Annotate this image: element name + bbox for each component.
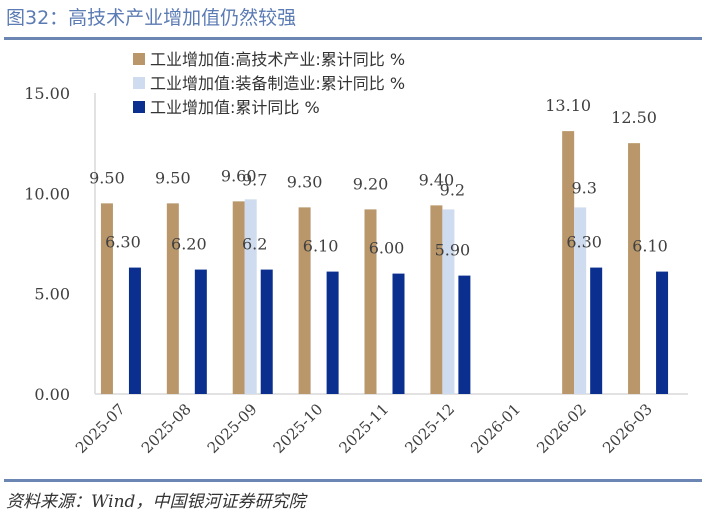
x-tick-label: 2025-07 xyxy=(72,400,129,457)
data-label: 6.20 xyxy=(171,235,207,254)
x-tick-label: 2025-12 xyxy=(401,400,458,457)
bar-industrial xyxy=(128,267,141,394)
bar-chart: 9.50 6.30 9.50 6.20 9.609.7 6.2 9.30 6.10 9.20 6.… xyxy=(24,50,688,457)
data-label: 9.7 xyxy=(242,170,267,189)
x-tick-label: 2026-03 xyxy=(599,400,656,457)
data-label: 6.30 xyxy=(566,233,602,252)
data-label: 9.50 xyxy=(155,168,191,187)
data-label: 6.2 xyxy=(242,235,267,254)
bar-industrial xyxy=(260,269,273,394)
title-divider xyxy=(4,37,702,40)
x-tick-label: 2025-09 xyxy=(204,400,261,457)
data-label: 5.90 xyxy=(435,241,471,260)
y-tick-label: 10.00 xyxy=(24,184,70,203)
source-divider xyxy=(4,479,702,482)
legend-swatch xyxy=(133,77,145,89)
x-tick-label: 2025-11 xyxy=(336,400,393,457)
data-label: 9.40 xyxy=(419,170,455,189)
bars xyxy=(100,131,669,395)
bar-industrial xyxy=(590,267,603,394)
data-labels: 9.50 6.30 9.50 6.20 9.609.7 6.2 9.30 6.10 9.20 6.… xyxy=(89,96,668,259)
x-tick-label: 2025-10 xyxy=(270,400,327,457)
y-tick-labels: 0.00 5.00 10.00 15.00 xyxy=(24,84,70,404)
data-label: 6.30 xyxy=(105,233,141,252)
bar-industrial xyxy=(458,275,471,394)
bar-high-tech xyxy=(100,203,113,394)
data-label: 6.10 xyxy=(303,237,339,256)
bar-high-tech xyxy=(364,209,377,394)
bar-high-tech xyxy=(628,143,641,394)
bar-equipment xyxy=(244,199,257,394)
data-label: 12.50 xyxy=(611,108,657,127)
data-label: 9.2 xyxy=(440,180,465,199)
bar-high-tech xyxy=(166,203,179,394)
data-label: 13.10 xyxy=(545,96,591,115)
legend-swatch xyxy=(133,101,145,113)
bar-high-tech xyxy=(298,207,311,394)
bar-industrial xyxy=(392,273,405,394)
bar-high-tech xyxy=(430,205,443,394)
axes xyxy=(94,93,688,395)
figure-title: 图32：高技术产业增加值仍然较强 xyxy=(6,7,297,29)
bar-industrial xyxy=(326,271,339,394)
legend-swatch xyxy=(133,53,145,65)
legend-label: 工业增加值:高技术产业:累计同比 % xyxy=(150,50,405,69)
data-label: 6.10 xyxy=(632,237,668,256)
legend-label: 工业增加值:累计同比 % xyxy=(150,98,320,117)
y-tick-label: 5.00 xyxy=(34,285,70,304)
x-tick-label: 2026-02 xyxy=(533,400,590,457)
data-label: 6.00 xyxy=(369,239,405,258)
bar-high-tech xyxy=(562,131,575,395)
data-label: 9.3 xyxy=(571,178,596,197)
bar-industrial xyxy=(656,271,669,394)
y-tick-label: 0.00 xyxy=(34,385,70,404)
legend-label: 工业增加值:装备制造业:累计同比 % xyxy=(150,74,405,93)
data-label: 9.50 xyxy=(89,168,125,187)
x-tick-labels: 2025-07 2025-08 2025-09 2025-10 2025-11 2025-… xyxy=(72,400,656,457)
bar-high-tech xyxy=(232,201,245,394)
x-tick-label: 2025-08 xyxy=(138,400,195,457)
data-label: 9.20 xyxy=(353,174,389,193)
source-note: 资料来源：Wind，中国银河证券研究院 xyxy=(6,492,306,512)
legend: 工业增加值:高技术产业:累计同比 % 工业增加值:装备制造业:累计同比 % 工业增加… xyxy=(133,50,405,117)
x-tick-label: 2026-01 xyxy=(467,400,524,457)
data-label: 9.30 xyxy=(287,172,323,191)
bar-industrial xyxy=(194,269,207,394)
data-label: 9.60 xyxy=(221,166,257,185)
bar-equipment xyxy=(442,209,455,394)
bar-equipment xyxy=(574,207,587,394)
y-tick-label: 15.00 xyxy=(24,84,70,103)
